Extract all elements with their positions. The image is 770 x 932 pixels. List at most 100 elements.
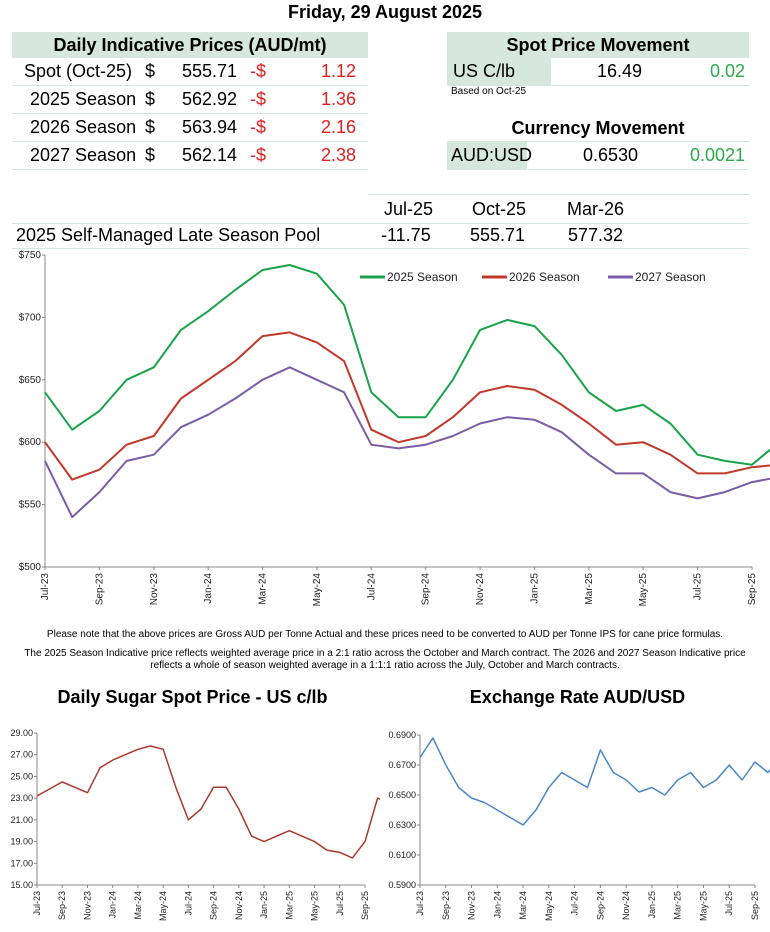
pool-header-mar: Mar-26 <box>567 199 625 219</box>
y-tick-label: $750 <box>19 250 42 261</box>
x-tick-label: May-24 <box>158 891 168 921</box>
x-tick-label: May-25 <box>698 891 708 921</box>
x-tick-label: Jul-23 <box>415 891 425 916</box>
x-tick-label: Sep-24 <box>421 573 432 606</box>
x-tick-label: Mar-24 <box>258 573 269 605</box>
spot-price-value: 16.49 <box>597 61 643 81</box>
y-tick-label: 0.6100 <box>388 850 416 860</box>
y-tick-label: 0.6700 <box>388 760 416 770</box>
price-row-change-sign: -$ <box>250 145 267 165</box>
x-tick-label: Jan-25 <box>529 573 540 604</box>
currency-value: 0.6530 <box>583 145 639 165</box>
note-line-1: Please note that the above prices are Gr… <box>46 629 724 640</box>
x-tick-label: Mar-24 <box>518 891 528 920</box>
x-tick-label: Jan-25 <box>647 891 657 919</box>
legend-label: 2027 Season <box>635 270 706 284</box>
x-tick-label: Sep-25 <box>747 573 758 606</box>
price-row: 2027 Season $ 562.14 -$ 2.38 <box>12 142 368 170</box>
currency-label: AUD:USD <box>451 145 533 165</box>
legend-label: 2026 Season <box>509 270 580 284</box>
x-tick-label: Jul-25 <box>693 573 704 601</box>
y-tick-label: 29.00 <box>10 728 33 738</box>
x-tick-label: Nov-24 <box>234 891 244 920</box>
spot-price-panel: Spot Price Movement US C/lb 16.49 0.02 B… <box>447 32 749 97</box>
price-row: 2026 Season $ 563.94 -$ 2.16 <box>12 114 368 142</box>
season-price-chart: $500 $550 $600 $650 $700 $750 Jul-23 Sep-23 Nov-… <box>19 250 770 607</box>
price-row-currency: $ <box>145 145 156 165</box>
x-tick-label: Jul-23 <box>40 573 51 601</box>
y-tick-label: $650 <box>19 375 42 386</box>
x-tick-label: May-24 <box>312 573 323 607</box>
y-tick-label: 23.00 <box>10 793 33 803</box>
pool-value-mar: 577.32 <box>568 225 624 245</box>
sugar-spot-chart: 15.00 17.00 19.00 21.00 23.00 25.00 27.00 29.00… <box>10 728 380 921</box>
price-row-change-sign: -$ <box>250 89 267 109</box>
price-row-currency: $ <box>145 61 156 81</box>
x-tick-label: Nov-24 <box>621 891 631 920</box>
currency-row: AUD:USD 0.6530 0.0021 <box>447 141 749 170</box>
spot-price-note: Based on Oct-25 <box>451 86 527 97</box>
price-row-currency: $ <box>145 117 156 137</box>
x-tick-label: Sep-24 <box>595 891 605 920</box>
x-tick-label: Nov-23 <box>82 891 92 920</box>
y-tick-label: $700 <box>19 312 42 323</box>
x-tick-label: Mar-25 <box>284 891 294 920</box>
note-line-3: reflects a whole of season weighted aver… <box>150 660 620 671</box>
y-tick-label: 0.5900 <box>388 880 416 890</box>
pool-value-jul: -11.75 <box>381 225 431 245</box>
x-tick-label: Jan-24 <box>108 891 118 919</box>
x-tick-label: Sep-25 <box>360 891 370 920</box>
spot-price-title: Spot Price Movement <box>447 32 749 58</box>
x-tick-label: Jan-25 <box>259 891 269 919</box>
series-line-2026-season <box>44 331 770 481</box>
price-row-change: 2.38 <box>320 145 356 165</box>
note-line-2: The 2025 Season Indicative price reflect… <box>24 648 746 659</box>
currency-title: Currency Movement <box>511 118 685 138</box>
series-line-main <box>419 737 770 826</box>
pool-header-jul: Jul-25 <box>384 199 434 219</box>
price-row-value: 563.94 <box>182 117 238 137</box>
x-tick-label: Jan-24 <box>203 573 214 604</box>
spot-price-label: US C/lb <box>453 61 516 81</box>
price-row-value: 555.71 <box>182 61 238 81</box>
series-line-2027-season <box>44 366 770 519</box>
y-tick-label: 0.6300 <box>388 820 416 830</box>
x-tick-label: May-25 <box>310 891 320 921</box>
x-tick-label: Sep-25 <box>750 891 760 920</box>
pool-header-oct: Oct-25 <box>472 199 527 219</box>
x-tick-label: Jul-25 <box>724 891 734 916</box>
spot-price-change: 0.02 <box>709 61 745 81</box>
pool-label: 2025 Self-Managed Late Season Pool <box>16 225 321 245</box>
currency-panel: Currency Movement AUD:USD 0.6530 0.0021 <box>447 115 749 170</box>
price-row-label: 2026 Season <box>30 117 137 137</box>
pool-row: 2025 Self-Managed Late Season Pool -11.7… <box>12 223 749 249</box>
price-row-change: 1.36 <box>320 89 356 109</box>
fx-chart-title: Exchange Rate AUD/USD <box>469 687 686 707</box>
x-tick-label: Jul-24 <box>183 891 193 916</box>
indicative-prices-table: Daily Indicative Prices (AUD/mt) Spot (O… <box>12 32 368 170</box>
pool-value-oct: 555.71 <box>470 225 526 245</box>
x-tick-label: Nov-24 <box>475 573 486 606</box>
sugar-chart-title: Daily Sugar Spot Price - US c/lb <box>57 687 328 707</box>
exchange-rate-chart: 0.5900 0.6100 0.6300 0.6500 0.6700 0.6900 Jul-… <box>388 730 770 921</box>
y-tick-label: 27.00 <box>10 750 33 760</box>
x-tick-label: Jul-25 <box>335 891 345 916</box>
report-date: Friday, 29 August 2025 <box>287 2 483 22</box>
x-tick-label: Jul-23 <box>32 891 42 916</box>
x-tick-label: Nov-23 <box>467 891 477 920</box>
y-tick-label: 25.00 <box>10 771 33 781</box>
price-row-change-sign: -$ <box>250 61 267 81</box>
y-tick-label: $600 <box>19 437 42 448</box>
x-tick-label: Sep-23 <box>57 891 67 920</box>
spot-label-bg <box>447 58 551 85</box>
price-row-currency: $ <box>145 89 156 109</box>
currency-change: 0.0021 <box>689 145 745 165</box>
price-row-change: 1.12 <box>320 61 356 81</box>
x-tick-label: Jan-24 <box>492 891 502 919</box>
pool-header-row: Jul-25 Oct-25 Mar-26 <box>0 199 770 221</box>
indicative-prices-title: Daily Indicative Prices (AUD/mt) <box>12 32 368 58</box>
price-row-change-sign: -$ <box>250 117 267 137</box>
x-tick-label: Mar-25 <box>673 891 683 920</box>
x-tick-label: Jul-24 <box>366 573 377 601</box>
price-row-change: 2.16 <box>320 117 356 137</box>
